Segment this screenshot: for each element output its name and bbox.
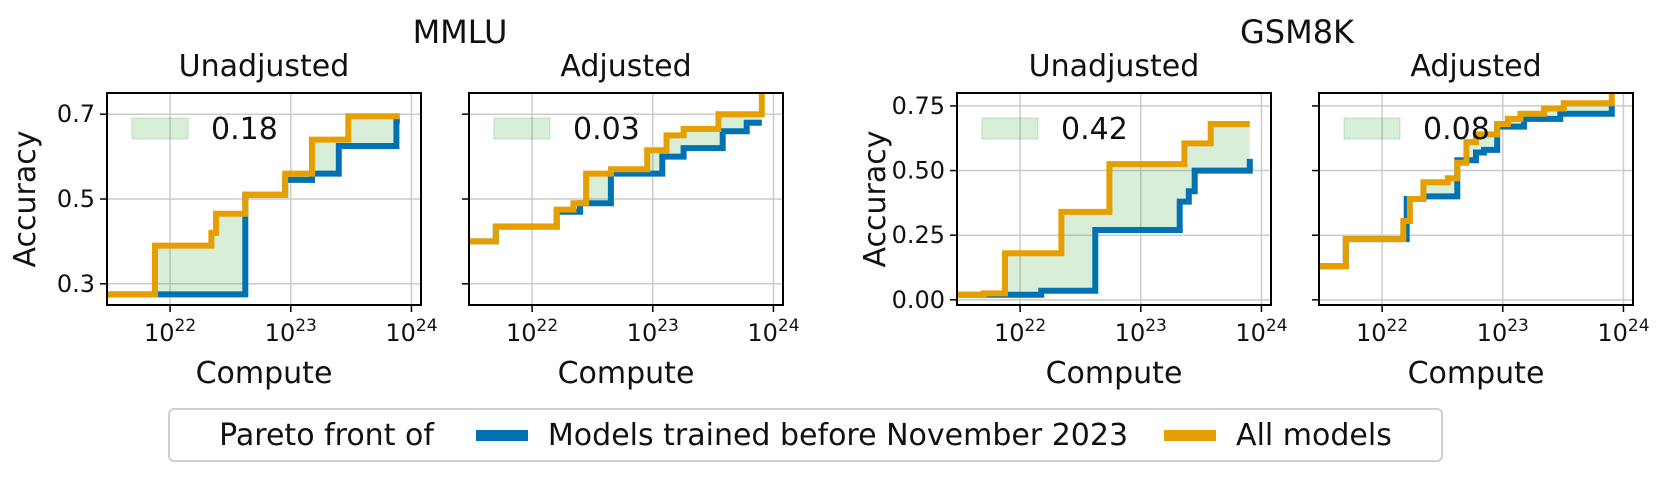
series-line-all: [1319, 93, 1615, 270]
y-tick-label-2: 0.7: [57, 100, 95, 128]
annotation-swatch: [493, 117, 551, 140]
x-axis-label: Compute: [558, 356, 695, 391]
y-tick-label-1: 0.5: [57, 185, 95, 213]
chart-panel-0: 0.18 1022 1023 1024 0.3 0.5 0.7 Unadjusted Compu…: [8, 49, 438, 391]
x-tick-label-0: 1022: [1356, 316, 1408, 347]
annotation-value: 0.18: [211, 112, 278, 147]
x-tick-label-1: 1023: [1115, 316, 1167, 347]
y-tick-label-1: 0.25: [892, 221, 945, 249]
panel-title: Unadjusted: [179, 49, 350, 84]
annotation-swatch: [981, 117, 1039, 140]
annotation-swatch: [131, 117, 189, 140]
x-tick-label-0: 1022: [506, 316, 558, 347]
chart-panel-3: 0.08 1022 1023 1024 Adjusted Compute: [1312, 49, 1650, 391]
x-tick-label-2: 1024: [747, 316, 799, 347]
series-line-all: [107, 113, 400, 298]
chart-panel-1: 0.03 1022 1023 1024 Adjusted Compute: [462, 49, 800, 391]
x-tick-label-2: 1024: [1235, 316, 1287, 347]
series-line-before: [1319, 103, 1615, 270]
series-line-all: [469, 93, 765, 245]
legend: Pareto front of Models trained before No…: [168, 408, 1443, 462]
series-line-all: [957, 121, 1250, 298]
legend-item-before: Models trained before November 2023: [475, 417, 1129, 453]
annotation-value: 0.03: [573, 112, 640, 147]
chart-panel-2: 0.42 1022 1023 1024 0.00 0.25 0.50 0.75 Unadjust…: [858, 49, 1288, 391]
legend-swatch-all: [1164, 429, 1217, 441]
legend-item-all: All models: [1164, 418, 1392, 453]
legend-label-all: All models: [1236, 417, 1392, 453]
x-axis-label: Compute: [196, 356, 333, 391]
y-tick-label-0: 0.00: [892, 286, 945, 314]
x-tick-label-1: 1023: [265, 316, 317, 347]
x-tick-label-2: 1024: [385, 316, 437, 347]
x-tick-label-2: 1024: [1597, 316, 1649, 347]
y-axis-label: Accuracy: [858, 131, 893, 268]
legend-label-before: Models trained before November 2023: [547, 417, 1129, 453]
y-tick-label-2: 0.50: [892, 157, 945, 185]
group-title-gsm8k: GSM8K: [1240, 13, 1355, 51]
annotation-value: 0.42: [1061, 112, 1128, 147]
legend-swatch-before: [475, 429, 528, 441]
x-axis-label: Compute: [1046, 356, 1183, 391]
panel-title: Adjusted: [1410, 49, 1541, 84]
y-tick-label-3: 0.75: [892, 92, 945, 120]
plot-frame: [1318, 92, 1634, 306]
annotation-swatch: [1343, 117, 1401, 140]
y-axis-label: Accuracy: [8, 131, 43, 268]
panel-title: Unadjusted: [1029, 49, 1200, 84]
gap-fill-area: [1319, 93, 1612, 267]
legend-title: Pareto front of: [219, 417, 434, 453]
x-tick-label-1: 1023: [627, 316, 679, 347]
plot-frame: [956, 92, 1272, 306]
x-tick-label-1: 1023: [1477, 316, 1529, 347]
x-axis-label: Compute: [1408, 356, 1545, 391]
group-title-mmlu: MMLU: [413, 13, 508, 51]
annotation-value: 0.08: [1423, 112, 1490, 147]
series-line-before: [957, 158, 1253, 298]
y-tick-label-0: 0.3: [57, 270, 95, 298]
x-tick-label-0: 1022: [144, 316, 196, 347]
panel-title: Adjusted: [560, 49, 691, 84]
x-tick-label-0: 1022: [994, 316, 1046, 347]
gap-fill-area: [107, 116, 400, 295]
